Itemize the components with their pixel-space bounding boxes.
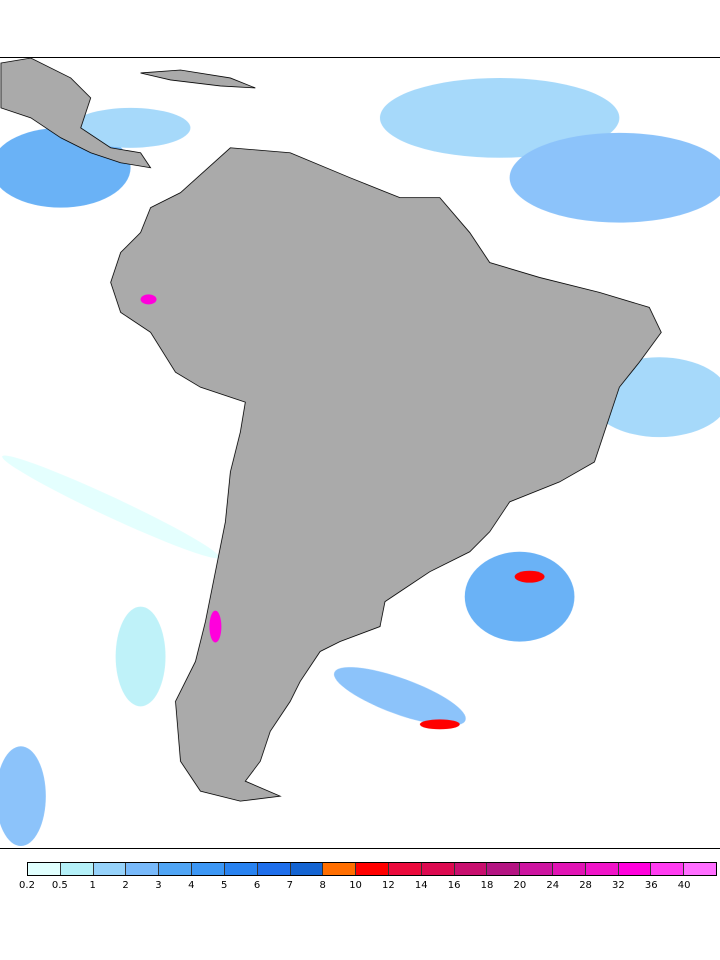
colorbar-label: 24 — [546, 880, 560, 891]
colorbar — [27, 862, 717, 876]
colorbar-label: 8 — [319, 880, 326, 891]
colorbar-segment — [651, 863, 685, 875]
cuba — [140, 69, 256, 89]
colorbar-segment — [192, 863, 225, 875]
south-america — [110, 147, 662, 802]
colorbar-label: 36 — [644, 880, 658, 891]
colorbar-segment — [356, 863, 389, 875]
colorbar-segment — [224, 863, 258, 875]
colorbar-segment — [421, 863, 455, 875]
colorbar-segment — [388, 863, 422, 875]
heavy-precip-cells — [140, 294, 545, 730]
colorbar-label: 2 — [122, 880, 129, 891]
colorbar-segment — [487, 863, 521, 875]
colorbar-segment — [454, 863, 488, 875]
colorbar-label: 14 — [414, 880, 428, 891]
colorbar-label: 0.2 — [19, 880, 35, 891]
colorbar-segment — [553, 863, 586, 875]
colorbar-label: 16 — [447, 880, 461, 891]
colorbar-label: 28 — [579, 880, 592, 891]
colorbar-segment — [159, 863, 193, 875]
land — [0, 58, 662, 802]
colorbar-segment — [520, 863, 553, 875]
colorbar-segment — [60, 863, 94, 875]
precipitation-map — [0, 57, 720, 849]
central-america — [0, 58, 152, 169]
colorbar-label: 20 — [513, 880, 527, 891]
colorbar-label: 18 — [480, 880, 494, 891]
colorbar-segment — [323, 863, 357, 875]
colorbar-label: 0.5 — [51, 880, 68, 891]
colorbar-label: 1 — [89, 880, 96, 891]
colorbar-segment — [126, 863, 160, 875]
colorbar-segment — [585, 863, 619, 875]
colorbar-label: 32 — [612, 880, 625, 891]
colorbar-segment — [290, 863, 324, 875]
colorbar-label: 4 — [188, 880, 195, 891]
colorbar-label: 40 — [677, 880, 691, 891]
colorbar-label: 5 — [220, 880, 228, 891]
colorbar-segment — [257, 863, 291, 875]
colorbar-segment — [684, 863, 717, 875]
colorbar-label: 3 — [155, 880, 162, 891]
colorbar-label: 12 — [382, 880, 395, 891]
colorbar-label: 6 — [253, 880, 261, 891]
colorbar-segment — [618, 863, 652, 875]
colorbar-segment — [93, 863, 127, 875]
colorbar-label: 10 — [349, 880, 362, 891]
colorbar-segment — [28, 863, 61, 875]
colorbar-label: 7 — [286, 880, 294, 891]
